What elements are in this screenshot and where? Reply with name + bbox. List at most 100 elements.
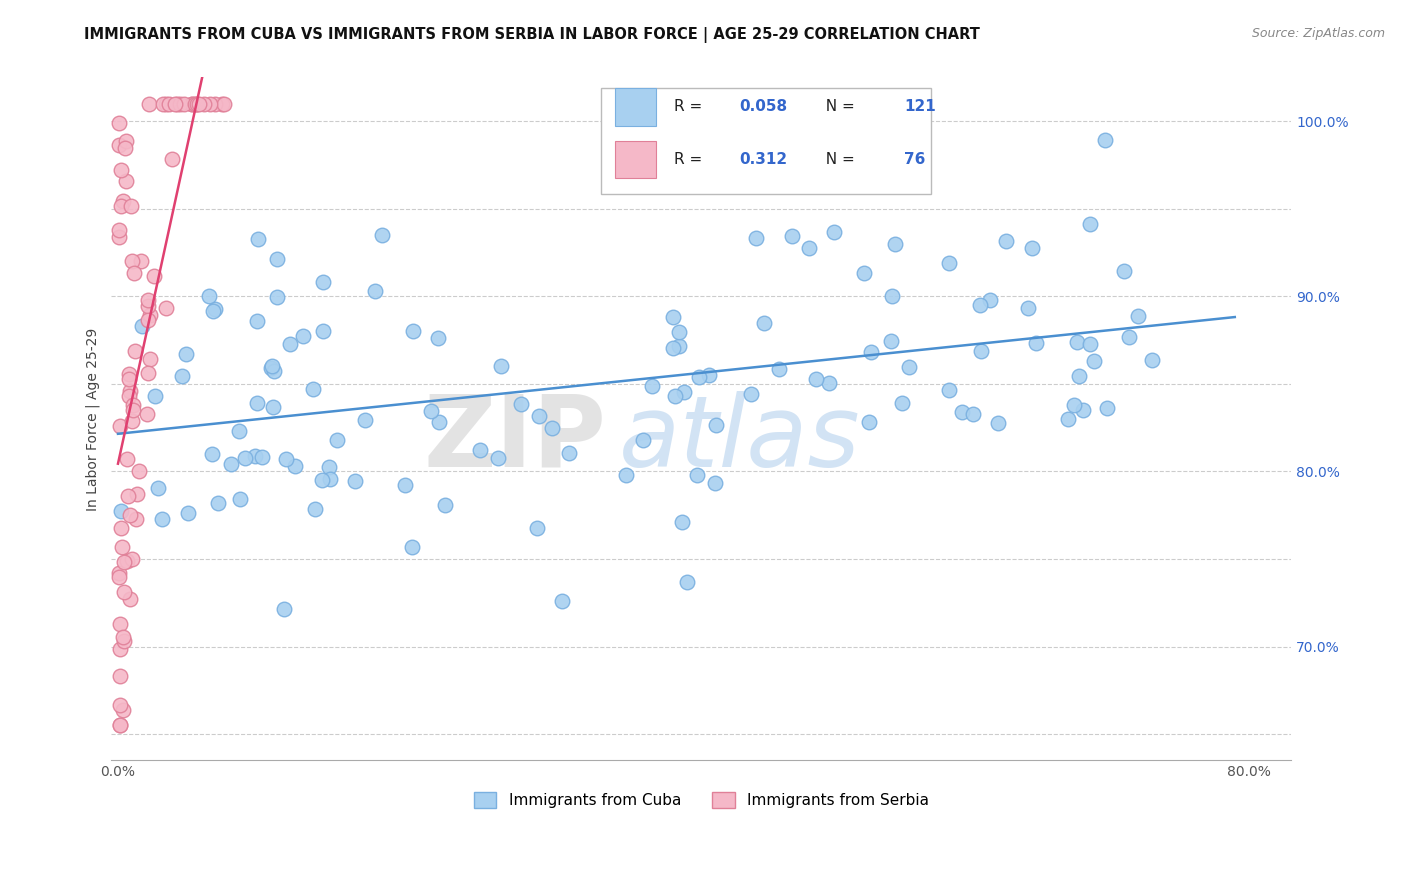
Point bbox=[274, 452, 297, 467]
Point bbox=[326, 433, 349, 447]
Point bbox=[136, 366, 159, 380]
Point bbox=[938, 383, 960, 397]
Point bbox=[962, 407, 984, 421]
Point bbox=[699, 368, 721, 382]
Point bbox=[433, 498, 456, 512]
Point bbox=[527, 409, 550, 424]
Bar bbox=[614, 141, 657, 178]
Point bbox=[117, 372, 139, 386]
Point bbox=[172, 369, 194, 384]
Point bbox=[891, 396, 914, 410]
Point bbox=[551, 594, 574, 608]
Point bbox=[115, 553, 138, 567]
Point bbox=[852, 266, 875, 280]
Point bbox=[804, 372, 827, 386]
Point bbox=[124, 512, 146, 526]
Point bbox=[614, 467, 637, 482]
Point bbox=[108, 230, 131, 244]
Point bbox=[302, 382, 325, 396]
Point bbox=[468, 442, 491, 457]
Point bbox=[127, 487, 149, 501]
Point bbox=[155, 96, 177, 111]
Point bbox=[401, 540, 423, 554]
Point bbox=[363, 284, 385, 298]
Point bbox=[1114, 264, 1136, 278]
Point bbox=[112, 555, 135, 569]
Point bbox=[1069, 369, 1091, 384]
Point bbox=[108, 138, 131, 153]
Point bbox=[115, 452, 138, 467]
Point bbox=[818, 376, 841, 390]
Point bbox=[266, 252, 288, 266]
Point bbox=[110, 521, 132, 535]
Point bbox=[311, 325, 333, 339]
Point bbox=[136, 407, 159, 421]
Point bbox=[1025, 335, 1047, 350]
Point bbox=[204, 96, 226, 111]
Point bbox=[115, 134, 138, 148]
Point bbox=[122, 266, 145, 280]
Point bbox=[1095, 401, 1118, 416]
Point bbox=[641, 379, 664, 393]
Point bbox=[110, 199, 132, 213]
Point bbox=[319, 471, 342, 485]
Point bbox=[129, 254, 152, 268]
Point bbox=[1071, 402, 1094, 417]
Point bbox=[668, 339, 690, 353]
Point bbox=[108, 617, 131, 632]
Point bbox=[859, 344, 882, 359]
Point bbox=[672, 384, 695, 399]
Point bbox=[145, 389, 167, 403]
Point bbox=[112, 634, 135, 648]
Text: atlas: atlas bbox=[619, 391, 860, 488]
Point bbox=[108, 698, 131, 713]
Point bbox=[526, 521, 548, 535]
Point bbox=[858, 416, 880, 430]
Point bbox=[136, 299, 159, 313]
Point bbox=[1063, 398, 1085, 412]
Point bbox=[420, 404, 443, 418]
Point bbox=[139, 351, 162, 366]
Point bbox=[284, 459, 307, 474]
Point bbox=[198, 96, 221, 111]
Point bbox=[121, 253, 143, 268]
Text: N =: N = bbox=[815, 152, 859, 167]
Text: 0.058: 0.058 bbox=[740, 99, 787, 114]
Point bbox=[754, 316, 776, 330]
Point bbox=[266, 290, 288, 304]
Point bbox=[633, 434, 655, 448]
Point bbox=[111, 703, 134, 717]
Point bbox=[250, 450, 273, 464]
Point bbox=[121, 403, 143, 417]
Point bbox=[1078, 217, 1101, 231]
Point bbox=[111, 540, 134, 554]
Point bbox=[108, 566, 131, 581]
Point bbox=[152, 512, 174, 526]
Point bbox=[354, 413, 377, 427]
Point bbox=[970, 344, 993, 359]
Point bbox=[211, 96, 233, 111]
Point bbox=[1140, 352, 1163, 367]
Point bbox=[115, 174, 138, 188]
Point bbox=[228, 424, 250, 438]
Point bbox=[187, 96, 209, 111]
Text: 76: 76 bbox=[904, 152, 925, 167]
Point bbox=[146, 481, 169, 495]
Point bbox=[311, 473, 333, 487]
Point bbox=[110, 163, 132, 178]
Point bbox=[110, 504, 132, 518]
Point bbox=[108, 718, 131, 732]
Point bbox=[662, 341, 685, 355]
Point bbox=[668, 325, 690, 339]
Point bbox=[995, 235, 1018, 249]
Point bbox=[311, 275, 333, 289]
Text: Source: ZipAtlas.com: Source: ZipAtlas.com bbox=[1251, 27, 1385, 40]
Text: N =: N = bbox=[815, 99, 859, 114]
Point bbox=[152, 96, 174, 111]
Point bbox=[823, 225, 845, 239]
Point bbox=[263, 364, 285, 378]
Point bbox=[165, 96, 187, 111]
Point bbox=[371, 227, 394, 242]
Point bbox=[121, 399, 143, 413]
Point bbox=[198, 289, 221, 303]
